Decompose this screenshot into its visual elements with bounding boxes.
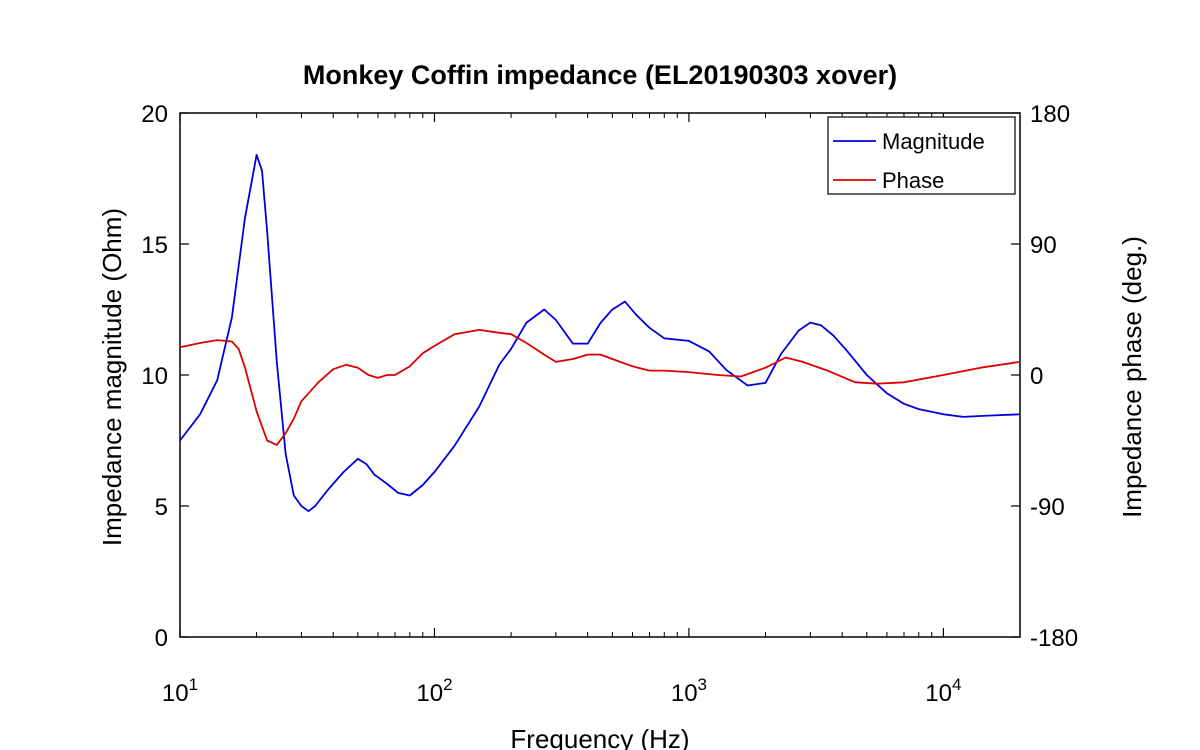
x-tick-base: 10 [162, 680, 189, 707]
y-axis-right-label: Impedance phase (deg.) [1117, 236, 1147, 518]
y-left-tick-label: 10 [141, 363, 168, 390]
y-right-tick-label: 0 [1030, 363, 1043, 390]
x-tick-base: 10 [671, 680, 698, 707]
y-left-tick-label: 20 [141, 101, 168, 128]
series-line-phase [179, 328, 1021, 446]
x-tick-exponent: 3 [698, 675, 707, 694]
x-tick-label: 104 [925, 675, 961, 707]
x-tick-label: 101 [162, 675, 198, 707]
y-right-tick-label: 180 [1030, 101, 1070, 128]
y-axis-left-label: Impedance magnitude (Ohm) [97, 208, 127, 546]
plot-area: 101 102 103 10405101520-180-90090180Magnitu… [141, 101, 1078, 707]
y-right-tick-label: 90 [1030, 232, 1057, 259]
chart-title: Monkey Coffin impedance (EL20190303 xove… [303, 60, 897, 90]
y-right-tick-label: -90 [1030, 494, 1065, 521]
x-axis-label: Frequency (Hz) [510, 724, 689, 750]
x-tick-exponent: 4 [952, 675, 961, 694]
y-left-tick-label: 0 [155, 625, 168, 652]
x-tick-base: 10 [925, 680, 952, 707]
legend-box [827, 116, 1016, 195]
x-tick-label: 102 [416, 675, 452, 707]
legend-label-phase: Phase [882, 168, 944, 193]
series-line-magnitude [179, 153, 1021, 513]
x-tick-exponent: 2 [443, 675, 452, 694]
x-tick-base: 10 [416, 680, 443, 707]
x-tick-exponent: 1 [189, 675, 198, 694]
y-left-tick-label: 15 [141, 232, 168, 259]
x-tick-label: 103 [671, 675, 707, 707]
y-right-tick-label: -180 [1030, 625, 1078, 652]
y-left-tick-label: 5 [155, 494, 168, 521]
legend-label-magnitude: Magnitude [882, 129, 985, 154]
